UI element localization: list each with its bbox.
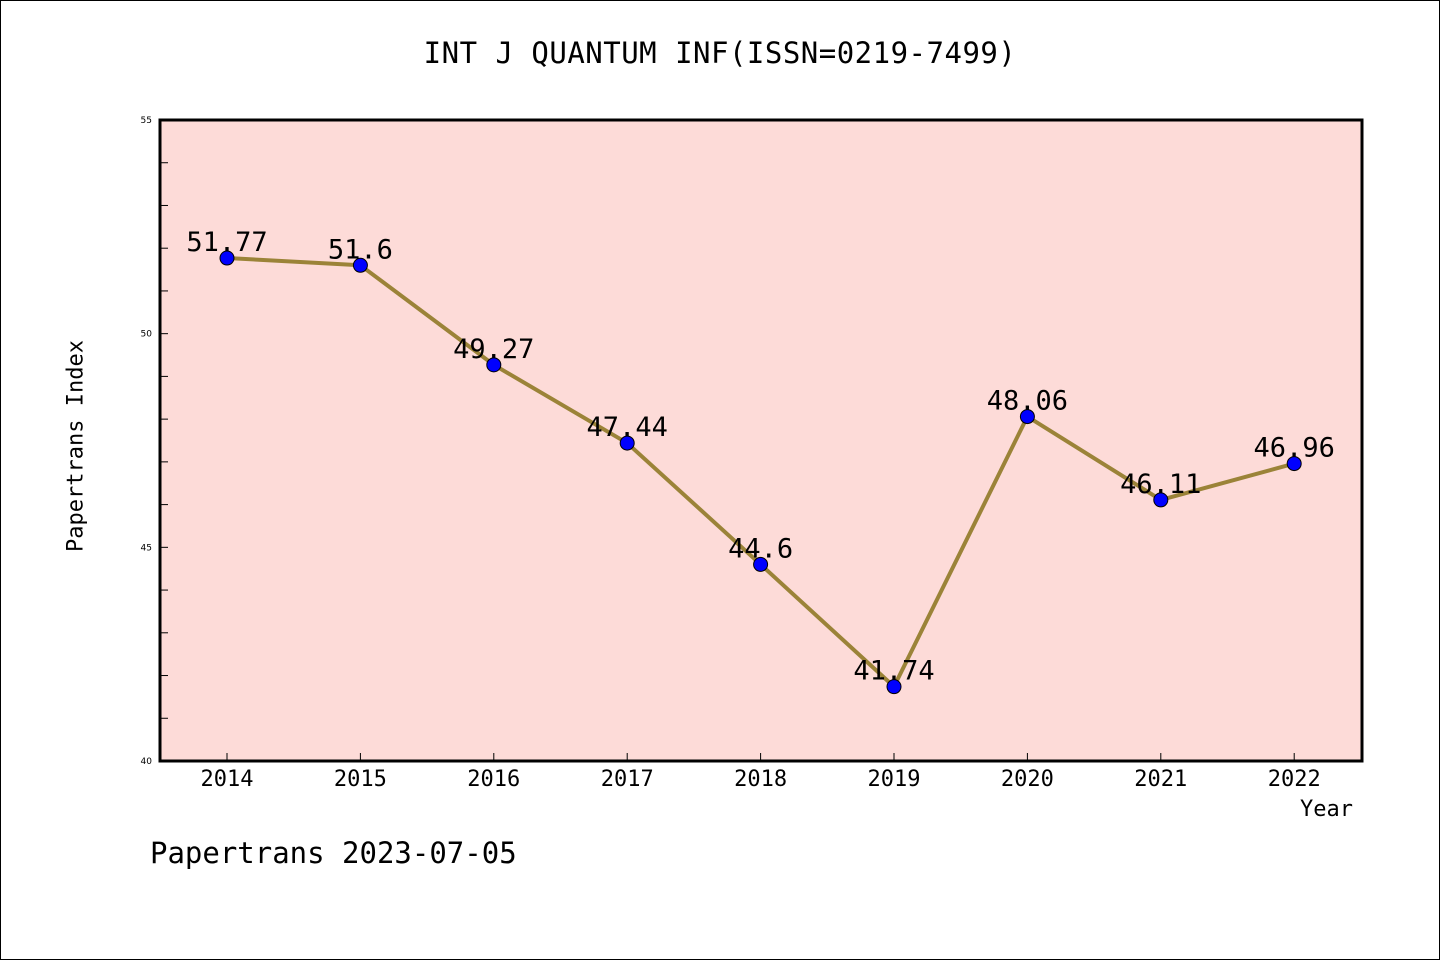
- data-label: 47.44: [587, 412, 668, 443]
- x-tick-label: 2015: [334, 767, 387, 792]
- x-tick-label: 2020: [1001, 767, 1054, 792]
- footer-watermark: Papertrans 2023-07-05: [150, 836, 517, 870]
- data-point: [1019, 409, 1035, 425]
- data-point: [352, 257, 368, 273]
- data-point: [619, 435, 635, 451]
- y-tick-label: 50: [141, 330, 153, 340]
- x-tick-label: 2022: [1268, 767, 1321, 792]
- data-label: 48.06: [987, 386, 1068, 417]
- plot-area: [160, 120, 1362, 761]
- x-tick-label: 2021: [1134, 767, 1187, 792]
- data-point: [219, 250, 235, 266]
- x-tick-label: 2017: [601, 767, 654, 792]
- y-tick-label: 55: [141, 116, 152, 126]
- data-label: 51.77: [186, 227, 267, 258]
- data-label: 49.27: [453, 334, 534, 365]
- x-tick-label: 2019: [868, 767, 921, 792]
- data-label: 46.96: [1254, 433, 1335, 464]
- y-tick-label: 40: [141, 757, 153, 767]
- data-point: [886, 679, 902, 695]
- data-point: [1286, 456, 1302, 472]
- data-point: [486, 357, 502, 373]
- data-point: [753, 556, 769, 572]
- x-tick-label: 2018: [734, 767, 787, 792]
- data-label: 41.74: [853, 656, 934, 687]
- x-axis-label: Year: [1300, 797, 1353, 822]
- chart-title: INT J QUANTUM INF(ISSN=0219-7499): [423, 36, 1017, 70]
- data-label: 44.6: [728, 533, 793, 564]
- data-point: [1153, 492, 1169, 508]
- x-tick-label: 2016: [467, 767, 520, 792]
- data-label: 46.11: [1120, 469, 1201, 500]
- x-tick-label: 2014: [201, 767, 254, 792]
- plot-border: [158, 118, 1364, 763]
- y-tick-label: 45: [141, 543, 152, 553]
- data-label: 51.6: [328, 234, 393, 265]
